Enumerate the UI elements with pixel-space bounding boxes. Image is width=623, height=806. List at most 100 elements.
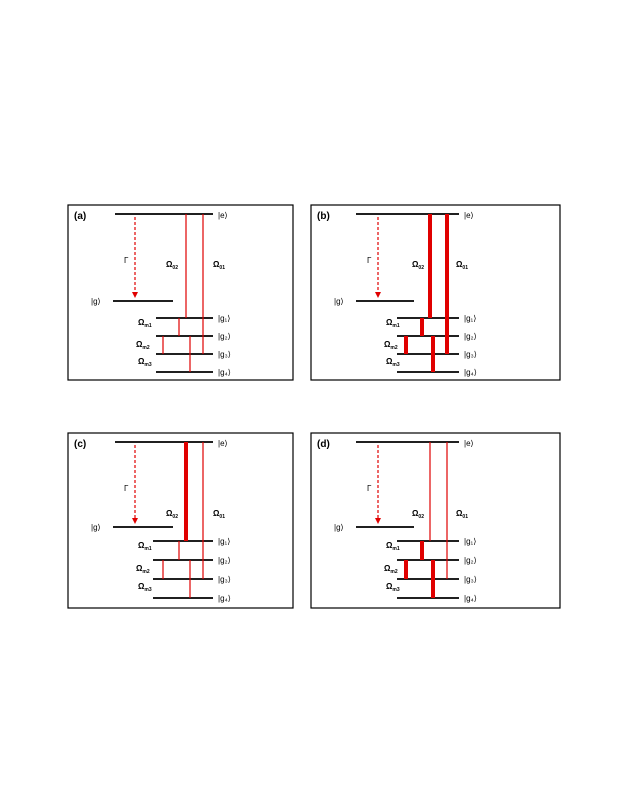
label-omega-02-subscript: 02 <box>172 265 178 271</box>
label-omega-m1-subscript: m1 <box>392 323 399 329</box>
label-omega-01-subscript: 01 <box>462 265 468 271</box>
label-omega-m1: Ωm1 <box>138 318 152 329</box>
label-omega-m2: Ωm2 <box>136 340 150 351</box>
label-omega-02-subscript: 02 <box>418 514 424 520</box>
ket-g: |g⟩ <box>91 297 101 306</box>
ket-g4: |g₄⟩ <box>218 594 231 603</box>
ket-g2: |g₂⟩ <box>464 556 477 565</box>
label-omega-01: Ω01 <box>456 509 468 520</box>
label-omega-01-symbol: Ω <box>456 260 463 269</box>
label-omega-m2-subscript: m2 <box>390 569 397 575</box>
ket-e: |e⟩ <box>464 211 474 220</box>
label-omega-01-symbol: Ω <box>213 509 220 518</box>
ket-e: |e⟩ <box>218 211 228 220</box>
label-omega-01: Ω01 <box>456 260 468 271</box>
label-omega-02-symbol: Ω <box>412 509 419 518</box>
label-omega-m3-subscript: m3 <box>144 362 151 368</box>
label-omega-m3-subscript: m3 <box>392 362 399 368</box>
ket-g4: |g₄⟩ <box>218 368 231 377</box>
label-omega-m1-symbol: Ω <box>138 541 145 550</box>
ket-g2: |g₂⟩ <box>464 332 477 341</box>
decay-arrowhead <box>375 518 381 524</box>
label-omega-02-symbol: Ω <box>412 260 419 269</box>
panel-frame <box>310 204 561 381</box>
panel-label: (c) <box>74 439 86 450</box>
ket-g1: |g₁⟩ <box>218 314 230 323</box>
label-omega-02-subscript: 02 <box>418 265 424 271</box>
ket-g: |g⟩ <box>91 523 101 532</box>
label-omega-02: Ω02 <box>412 509 424 520</box>
label-omega-m3-symbol: Ω <box>138 357 145 366</box>
ket-g2: |g₂⟩ <box>218 556 231 565</box>
label-omega-m2-subscript: m2 <box>390 345 397 351</box>
gamma-label: Γ <box>124 484 129 493</box>
label-omega-m3-symbol: Ω <box>138 582 145 591</box>
label-omega-m3-subscript: m3 <box>392 587 399 593</box>
gamma-label: Γ <box>367 484 372 493</box>
ket-g3: |g₃⟩ <box>218 350 231 359</box>
ket-g: |g⟩ <box>334 297 344 306</box>
label-omega-m1-subscript: m1 <box>144 323 151 329</box>
ket-g4: |g₄⟩ <box>464 368 477 377</box>
ket-g3: |g₃⟩ <box>218 575 231 584</box>
label-omega-01: Ω01 <box>213 260 225 271</box>
label-omega-02: Ω02 <box>412 260 424 271</box>
label-omega-m3: Ωm3 <box>386 357 400 368</box>
label-omega-01-subscript: 01 <box>219 514 225 520</box>
label-omega-m2-subscript: m2 <box>142 569 149 575</box>
panel-frame <box>310 432 561 609</box>
gamma-label: Γ <box>367 256 372 265</box>
label-omega-02-symbol: Ω <box>166 509 173 518</box>
label-omega-m3-symbol: Ω <box>386 582 393 591</box>
label-omega-01-symbol: Ω <box>213 260 220 269</box>
label-omega-02-symbol: Ω <box>166 260 173 269</box>
label-omega-m1: Ωm1 <box>138 541 152 552</box>
label-omega-m2-symbol: Ω <box>384 340 391 349</box>
ket-g: |g⟩ <box>334 523 344 532</box>
label-omega-m2: Ωm2 <box>384 564 398 575</box>
panel-label: (d) <box>317 439 330 450</box>
label-omega-01: Ω01 <box>213 509 225 520</box>
ket-g1: |g₁⟩ <box>218 537 230 546</box>
label-omega-m1-symbol: Ω <box>386 318 393 327</box>
label-omega-m1-subscript: m1 <box>144 546 151 552</box>
label-omega-01-symbol: Ω <box>456 509 463 518</box>
ket-g3: |g₃⟩ <box>464 350 477 359</box>
gamma-label: Γ <box>124 256 129 265</box>
label-omega-01-subscript: 01 <box>462 514 468 520</box>
ket-e: |e⟩ <box>464 439 474 448</box>
decay-arrowhead <box>132 292 138 298</box>
label-omega-m3-subscript: m3 <box>144 587 151 593</box>
label-omega-m3: Ωm3 <box>138 357 152 368</box>
label-omega-m1-symbol: Ω <box>138 318 145 327</box>
label-omega-m2: Ωm2 <box>384 340 398 351</box>
label-omega-m3-symbol: Ω <box>386 357 393 366</box>
label-omega-m2-subscript: m2 <box>142 345 149 351</box>
label-omega-m2-symbol: Ω <box>384 564 391 573</box>
label-omega-01-subscript: 01 <box>219 265 225 271</box>
decay-arrowhead <box>375 292 381 298</box>
panel-frame <box>67 204 294 381</box>
label-omega-m2-symbol: Ω <box>136 340 143 349</box>
label-omega-m2-symbol: Ω <box>136 564 143 573</box>
label-omega-m2: Ωm2 <box>136 564 150 575</box>
ket-e: |e⟩ <box>218 439 228 448</box>
label-omega-m3: Ωm3 <box>386 582 400 593</box>
label-omega-m1: Ωm1 <box>386 541 400 552</box>
panel-a: (a) |e⟩|g⟩|g₁⟩|g₂⟩|g₃⟩|g₄⟩Γ Ω02 Ω01Ωm1Ωm2Ωm… <box>67 204 294 381</box>
ket-g4: |g₄⟩ <box>464 594 477 603</box>
ket-g2: |g₂⟩ <box>218 332 231 341</box>
panel-frame <box>67 432 294 609</box>
label-omega-m1: Ωm1 <box>386 318 400 329</box>
panel-b: (b) |e⟩|g⟩|g₁⟩|g₂⟩|g₃⟩|g₄⟩Γ Ω02 Ω01Ωm1Ωm2Ωm… <box>310 204 561 381</box>
label-omega-02: Ω02 <box>166 509 178 520</box>
panel-label: (b) <box>317 211 330 222</box>
label-omega-m1-symbol: Ω <box>386 541 393 550</box>
label-omega-m3: Ωm3 <box>138 582 152 593</box>
panel-label: (a) <box>74 211 86 222</box>
label-omega-m1-subscript: m1 <box>392 546 399 552</box>
ket-g1: |g₁⟩ <box>464 537 476 546</box>
ket-g1: |g₁⟩ <box>464 314 476 323</box>
